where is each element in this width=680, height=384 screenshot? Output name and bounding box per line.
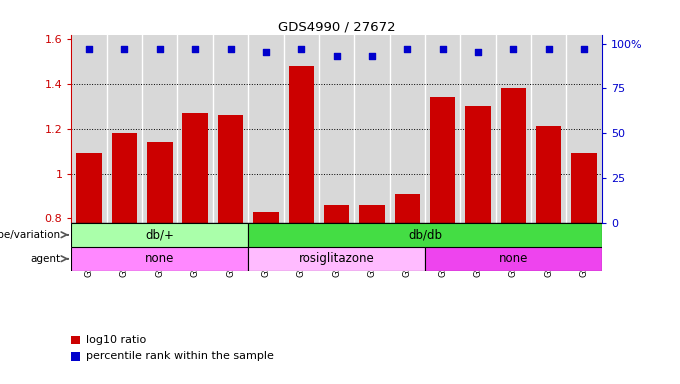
Bar xyxy=(71,223,248,247)
Point xyxy=(579,46,590,52)
Bar xyxy=(288,66,314,223)
Point xyxy=(473,50,483,56)
Text: db/+: db/+ xyxy=(146,228,174,241)
Text: log10 ratio: log10 ratio xyxy=(86,335,146,345)
Bar xyxy=(248,247,425,271)
Bar xyxy=(430,97,456,223)
Point xyxy=(296,46,307,52)
Bar xyxy=(248,223,602,247)
Bar xyxy=(71,247,248,271)
Bar xyxy=(425,247,602,271)
Bar xyxy=(182,113,208,223)
Text: agent: agent xyxy=(31,254,61,264)
Point xyxy=(84,46,95,52)
Bar xyxy=(112,133,137,223)
Bar xyxy=(536,126,562,223)
Point xyxy=(331,53,342,59)
Text: genotype/variation: genotype/variation xyxy=(0,230,61,240)
Bar xyxy=(147,142,173,223)
Point xyxy=(508,46,519,52)
Bar xyxy=(394,194,420,223)
Point xyxy=(225,46,236,52)
Bar xyxy=(76,153,102,223)
Bar xyxy=(571,153,597,223)
Text: none: none xyxy=(498,252,528,265)
Text: rosiglitazone: rosiglitazone xyxy=(299,252,375,265)
Bar xyxy=(359,205,385,223)
Bar xyxy=(465,106,491,223)
Title: GDS4990 / 27672: GDS4990 / 27672 xyxy=(278,20,395,33)
Text: percentile rank within the sample: percentile rank within the sample xyxy=(86,351,273,361)
Bar xyxy=(500,88,526,223)
Point xyxy=(119,46,130,52)
Point xyxy=(402,46,413,52)
Bar xyxy=(324,205,350,223)
Text: db/db: db/db xyxy=(408,228,442,241)
Point xyxy=(260,50,271,56)
Point xyxy=(367,53,377,59)
Bar xyxy=(218,115,243,223)
Bar xyxy=(253,212,279,223)
Point xyxy=(543,46,554,52)
Point xyxy=(437,46,448,52)
Text: none: none xyxy=(145,252,175,265)
Point xyxy=(154,46,165,52)
Point xyxy=(190,46,201,52)
